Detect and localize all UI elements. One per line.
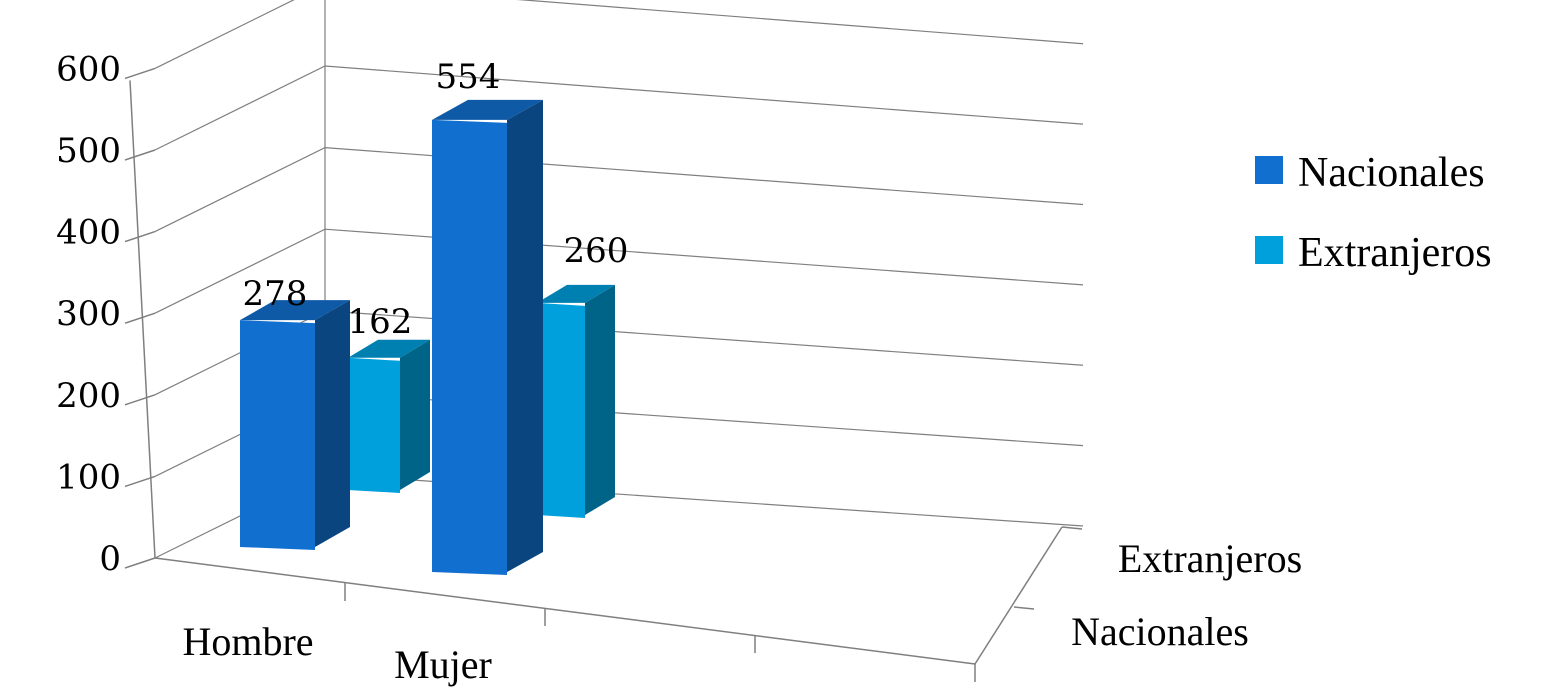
bar-top: [432, 99, 543, 120]
axes: 0 100 200 300 400 500 600: [56, 0, 1083, 682]
category-label: Hombre: [182, 619, 313, 664]
depth-axis-label: Extranjeros: [1118, 536, 1302, 581]
y-tick-mark: [124, 557, 156, 569]
y-tick-mark: [124, 149, 156, 161]
y-tick-mark: [124, 67, 156, 80]
bar-side: [400, 339, 430, 490]
bar-top: [537, 284, 615, 303]
bar-side: [507, 99, 543, 572]
floor-right-edge: [974, 526, 1063, 665]
data-label: 260: [564, 231, 629, 271]
bar-top: [348, 339, 430, 358]
bars: [240, 99, 615, 575]
y-tick-mark: [124, 312, 156, 324]
z-tick-mark: [1013, 606, 1035, 610]
bar-nacionales-mujer: [432, 99, 543, 575]
bar-front: [537, 302, 585, 518]
gridline: [154, 65, 1084, 151]
y-tick-label: 300: [56, 294, 121, 334]
y-tick-mark: [124, 230, 156, 243]
gridline: [154, 146, 1084, 233]
bar-extranjeros-hombre: [348, 339, 430, 493]
y-tick-label: 100: [56, 457, 121, 497]
legend-swatch-extranjeros: [1255, 236, 1283, 264]
y-tick-mark: [124, 394, 156, 406]
depth-axis-label: Nacionales: [1071, 609, 1249, 654]
y-tick-label: 400: [56, 213, 121, 253]
data-label: 554: [436, 57, 501, 97]
legend-label-nacionales: Nacionales: [1298, 150, 1485, 196]
data-label: 278: [243, 274, 308, 314]
bar-side: [585, 284, 615, 515]
bar-side: [315, 300, 350, 547]
y-tick-mark: [124, 475, 156, 488]
legend-swatch-nacionales: [1255, 156, 1283, 184]
floor-front-edge: [154, 557, 976, 665]
gridline: [154, 0, 1084, 69]
bar-front: [432, 119, 507, 575]
y-tick-label: 0: [99, 539, 121, 579]
bar-front: [240, 320, 315, 550]
y-axis: [129, 80, 156, 559]
legend: Nacionales Extranjeros: [1255, 150, 1492, 276]
bar-front: [348, 357, 400, 493]
data-label: 162: [348, 302, 413, 342]
y-tick-label: 500: [56, 131, 121, 171]
legend-label-extranjeros: Extranjeros: [1298, 230, 1492, 276]
bar-top: [240, 300, 350, 321]
bar-nacionales-hombre: [240, 300, 350, 550]
data-labels: Hombre Mujer Extranjeros Nacionales 162 260 27…: [182, 57, 1302, 687]
bar-extranjeros-mujer: [537, 284, 615, 518]
y-tick-label: 600: [56, 49, 121, 89]
y-tick-label: 200: [56, 376, 121, 416]
z-tick-mark: [1061, 526, 1083, 530]
category-label: Mujer: [394, 642, 492, 687]
